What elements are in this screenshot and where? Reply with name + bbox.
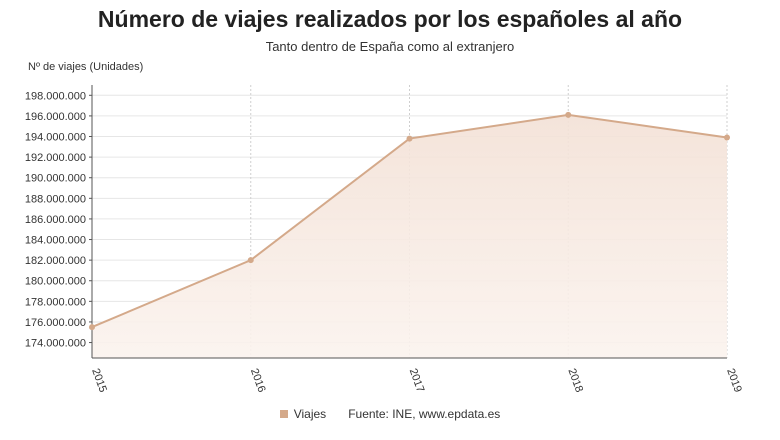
- data-point-2019[interactable]: [724, 134, 730, 141]
- y-tick-label: 198.000.000: [25, 90, 86, 102]
- legend-label-viajes: Viajes: [293, 407, 327, 421]
- y-tick-label: 178.000.000: [25, 296, 86, 308]
- y-tick-label: 180.000.000: [25, 276, 86, 288]
- y-tick-label: 190.000.000: [25, 173, 86, 185]
- chart-title: Número de viajes realizados por los espa…: [97, 6, 683, 32]
- x-tick-label: 2018: [565, 367, 585, 394]
- x-tick-labels: 2015 2016 2017 2018 2019: [89, 367, 744, 394]
- data-point-2015[interactable]: [89, 324, 95, 331]
- area-fill: [92, 114, 727, 358]
- data-point-2017[interactable]: [406, 135, 413, 142]
- series-area-viajes: [92, 114, 727, 358]
- y-tick-label: 174.000.000: [25, 338, 86, 350]
- x-tick-label: 2016: [248, 367, 268, 394]
- x-tick-label: 2017: [407, 367, 427, 394]
- y-axis-label: Nº de viajes (Unidades): [28, 61, 144, 73]
- data-point-2018[interactable]: [565, 111, 572, 118]
- y-tick-label: 192.000.000: [25, 152, 86, 164]
- y-tick-label: 194.000.000: [25, 132, 86, 144]
- x-tick-label: 2019: [724, 367, 744, 394]
- axes: [89, 85, 727, 359]
- data-points: [89, 111, 730, 331]
- y-tick-label: 184.000.000: [25, 235, 86, 247]
- source-text: Fuente: INE, www.epdata.es: [348, 407, 501, 421]
- y-tick-label: 186.000.000: [25, 214, 86, 226]
- y-tick-label: 196.000.000: [25, 111, 86, 123]
- chart-subtitle: Tanto dentro de España como al extranjer…: [265, 39, 515, 54]
- legend: Viajes Fuente: INE, www.epdata.es: [0, 407, 780, 421]
- y-tick-label: 176.000.000: [25, 317, 86, 329]
- y-tick-label: 188.000.000: [25, 193, 86, 205]
- data-point-2016[interactable]: [247, 257, 254, 264]
- x-tick-label: 2015: [89, 367, 109, 394]
- legend-swatch: [279, 410, 288, 418]
- y-tick-label: 182.000.000: [25, 255, 86, 267]
- y-tick-labels: 174.000.000 176.000.000 178.000.000 180.000…: [25, 90, 86, 349]
